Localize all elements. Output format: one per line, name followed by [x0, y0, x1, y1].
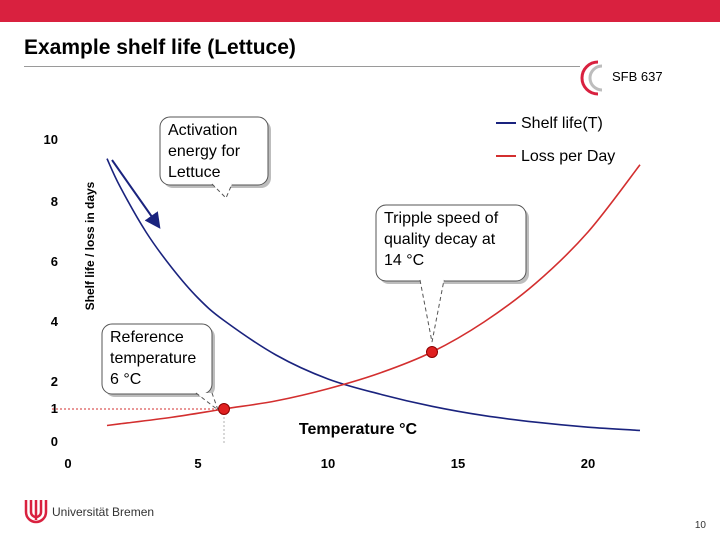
y-tick-label: 6 — [51, 254, 58, 269]
title-divider — [24, 66, 580, 67]
top-accent-bar — [0, 0, 720, 22]
y-tick-label: 8 — [51, 194, 58, 209]
series-line-2 — [106, 164, 641, 427]
callout-text-line: energy for — [168, 143, 241, 160]
callout-text-line: 6 °C — [110, 371, 141, 388]
shelf-life-chart: 0 5 10 15 20 0 1 2 4 6 8 10 Temperature °C Shelf life… — [44, 104, 641, 471]
callout-text-line: temperature — [110, 350, 196, 367]
y-tick-label: 0 — [51, 434, 58, 449]
y-tick-label: 1 — [51, 401, 58, 416]
callout-text-line: 14 °C — [384, 252, 424, 269]
y-tick-label: 4 — [51, 314, 59, 329]
legend-label: Loss per Day — [521, 148, 615, 165]
data-point-marker — [426, 346, 438, 358]
callout-reference: Reference temperature 6 °C — [101, 323, 220, 412]
callout-text-line: Lettuce — [168, 164, 221, 181]
slide-title: Example shelf life (Lettuce) — [24, 36, 296, 59]
series-line-1 — [106, 158, 641, 432]
y-axis-title: Shelf life / loss in days — [83, 181, 97, 310]
callout-activation: Activation energy for Lettuce — [159, 116, 271, 199]
university-name: Universität Bremen — [52, 505, 155, 519]
sfb-label: SFB 637 — [612, 69, 663, 84]
x-tick-label: 5 — [194, 456, 201, 471]
callout-text-line: Reference — [110, 329, 184, 346]
data-point-marker — [218, 403, 230, 415]
x-tick-label: 15 — [451, 456, 465, 471]
legend-label: Shelf life(T) — [521, 115, 603, 132]
callout-text-line: Activation — [168, 122, 237, 139]
activation-arrow — [111, 159, 161, 229]
university-logo-icon — [24, 500, 48, 524]
x-tick-label: 10 — [321, 456, 335, 471]
x-tick-label: 0 — [64, 456, 71, 471]
callout-text-line: Tripple speed of — [384, 210, 499, 227]
callout-tripple: Tripple speed of quality decay at 14 °C — [375, 204, 529, 343]
callout-text-line: quality decay at — [384, 231, 496, 248]
y-tick-label: 10 — [44, 132, 58, 147]
x-tick-label: 20 — [581, 456, 595, 471]
page-number: 10 — [694, 520, 706, 531]
sfb-logo-icon — [580, 60, 603, 96]
y-tick-label: 2 — [51, 374, 58, 389]
x-axis-title: Temperature °C — [299, 421, 418, 438]
